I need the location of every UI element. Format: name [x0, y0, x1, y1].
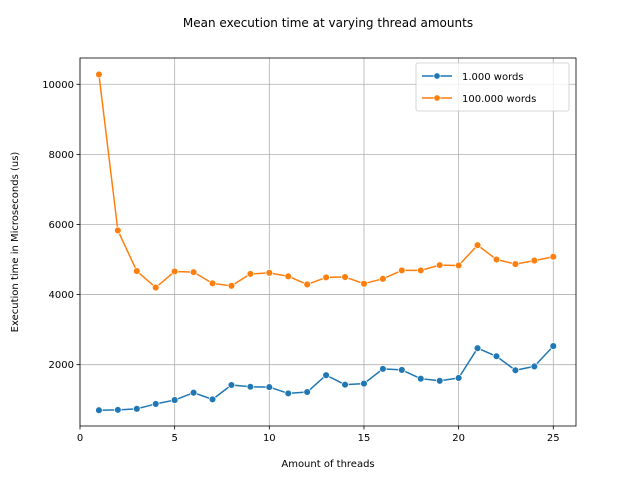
data-point-1-000-words [208, 395, 217, 404]
legend-label-100000-words: 100.000 words [462, 94, 536, 105]
data-point-1-000-words [511, 366, 520, 375]
x-axis-label: Amount of threads [281, 459, 374, 470]
y-tick-label: 4000 [49, 290, 74, 301]
data-point-1-000-words [435, 377, 444, 385]
data-point-100-000-words [379, 275, 387, 283]
x-tick-label: 20 [452, 433, 465, 444]
chart-title: Mean execution time at varying thread am… [183, 16, 473, 30]
data-point-1-000-words [549, 342, 558, 350]
data-point-1-000-words [303, 388, 311, 396]
x-tick-label: 25 [547, 433, 560, 444]
data-point-100-000-words [114, 226, 122, 235]
y-axis-ticks: 2000 4000 6000 8000 10000 [42, 80, 80, 371]
legend-marker-100000-words [433, 94, 441, 102]
data-point-100-000-words [341, 273, 349, 281]
data-point-1-000-words [227, 381, 236, 389]
data-point-100-000-words [151, 283, 160, 292]
data-point-100-000-words [435, 261, 444, 269]
data-point-100-000-words [303, 280, 311, 289]
y-axis-label: Execution time in Microseconds (us) [10, 152, 21, 333]
y-tick-label: 8000 [49, 150, 74, 161]
data-point-1-000-words [492, 352, 501, 361]
plot-frame [79, 57, 577, 427]
data-point-100-000-words [227, 282, 236, 290]
data-point-100-000-words [398, 266, 406, 275]
data-point-1-000-words [246, 382, 255, 391]
legend-frame [415, 62, 570, 112]
data-point-1-000-words [284, 389, 292, 398]
data-point-1-000-words [473, 344, 482, 352]
data-point-100-000-words [511, 260, 520, 268]
data-point-100-000-words [265, 269, 274, 277]
data-point-1-000-words [151, 400, 160, 408]
data-point-1-000-words [133, 405, 141, 413]
series-layer [95, 70, 558, 414]
data-point-100-000-words [189, 268, 198, 276]
x-tick-label: 5 [171, 433, 177, 444]
legend-label-1000-words: 1.000 words [462, 72, 524, 83]
data-point-100-000-words [246, 270, 255, 278]
data-point-1-000-words [95, 406, 103, 414]
data-point-100-000-words [208, 279, 217, 288]
data-point-1-000-words [189, 388, 198, 397]
data-point-1-000-words [170, 396, 179, 404]
data-point-100-000-words [170, 267, 179, 276]
y-tick-label: 6000 [49, 220, 74, 231]
legend-marker-1000-words [433, 72, 441, 80]
data-point-1-000-words [322, 371, 330, 379]
data-point-100-000-words [322, 273, 330, 282]
series-1-000-words [95, 342, 558, 414]
data-point-100-000-words [492, 255, 501, 264]
data-point-1-000-words [398, 366, 406, 374]
x-axis-ticks: 0 5 10 15 20 25 [77, 426, 560, 444]
x-tick-label: 15 [358, 433, 371, 444]
y-tick-label: 10000 [42, 80, 74, 91]
data-point-100-000-words [530, 256, 539, 265]
data-point-1-000-words [417, 374, 425, 383]
data-point-1-000-words [379, 365, 387, 373]
data-point-100-000-words [454, 261, 463, 270]
data-point-1-000-words [114, 406, 122, 414]
data-point-100-000-words [417, 266, 425, 275]
data-point-100-000-words [95, 70, 103, 79]
data-point-100-000-words [360, 279, 368, 288]
data-point-100-000-words [549, 252, 558, 261]
data-point-100-000-words [133, 267, 141, 275]
data-point-100-000-words [284, 272, 292, 281]
data-point-1-000-words [341, 380, 349, 389]
legend: 1.000 words 100.000 words [415, 62, 570, 112]
series-100-000-words [95, 70, 558, 292]
data-point-1-000-words [530, 362, 539, 371]
data-point-1-000-words [360, 379, 368, 388]
y-tick-label: 2000 [49, 360, 74, 371]
data-point-100-000-words [473, 241, 482, 249]
x-tick-label: 0 [77, 433, 83, 444]
data-point-1-000-words [454, 374, 463, 382]
data-point-1-000-words [265, 383, 274, 391]
x-tick-label: 10 [263, 433, 276, 444]
